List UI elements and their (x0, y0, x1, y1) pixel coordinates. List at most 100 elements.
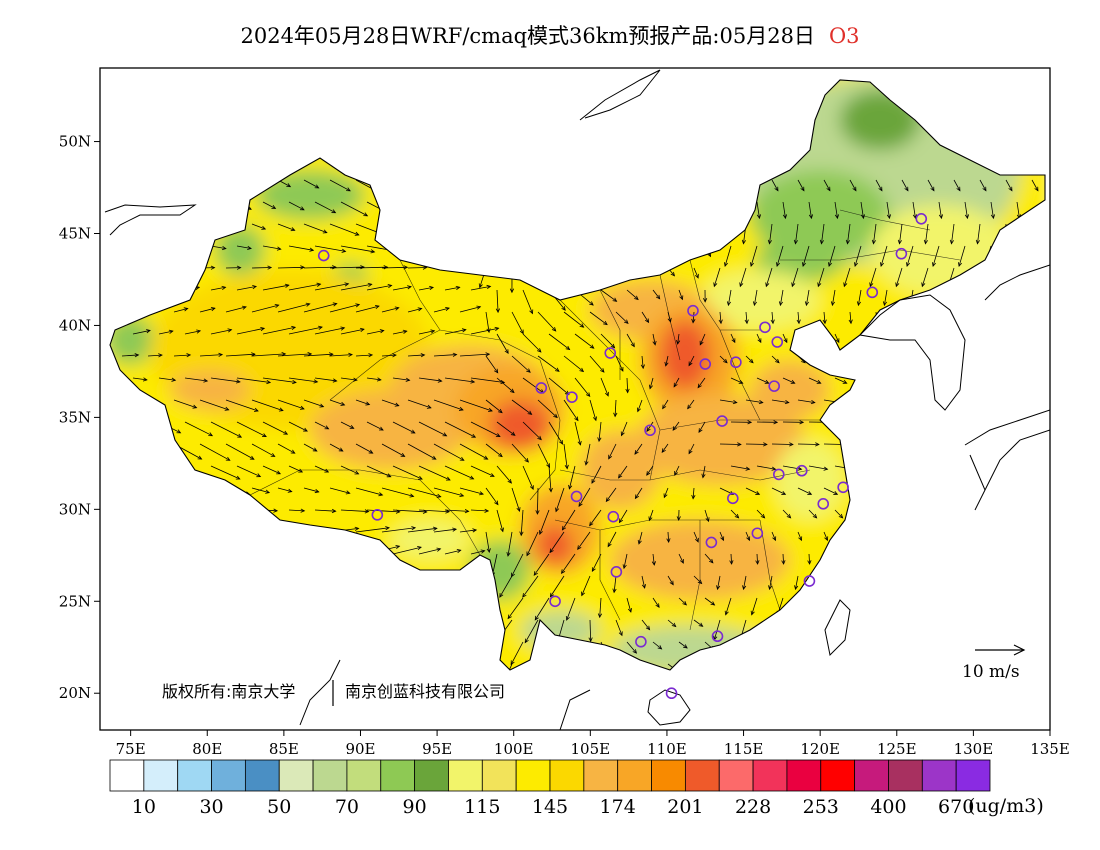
wind-vector (277, 663, 310, 670)
wind-vector (433, 223, 454, 232)
wind-vector (753, 641, 758, 664)
wind-vector (1028, 575, 1033, 591)
wind-vector (444, 285, 461, 291)
colorbar-swatch (718, 759, 754, 792)
colorbar-tick-label: 50 (267, 796, 291, 818)
wind-vector (636, 399, 643, 413)
wind-vector (459, 223, 475, 231)
wind-vector (470, 284, 492, 291)
wind-vector (511, 311, 524, 335)
lon-tick-label: 110E (647, 740, 687, 758)
wind-vector (626, 597, 632, 613)
wind-vector (288, 377, 319, 384)
lon-tick-label: 100E (494, 740, 534, 758)
wind-vector (277, 302, 311, 313)
wind-vector (808, 201, 814, 220)
coast-line (104, 204, 197, 236)
wind-vector (782, 333, 788, 344)
wind-vector (626, 641, 638, 654)
wind-vector (652, 289, 661, 300)
wind-vector (418, 201, 445, 216)
station-marker (866, 286, 879, 299)
wind-vector (433, 487, 465, 497)
ozone-blob (870, 205, 1010, 295)
wind-vector (713, 267, 721, 288)
wind-vector (626, 289, 639, 301)
coast-line (647, 689, 691, 726)
lon-tick-label: 95E (422, 740, 452, 758)
wind-vector (652, 245, 663, 254)
station-marker (711, 630, 724, 643)
wind-vector (340, 327, 365, 335)
wind-vector (236, 465, 262, 478)
wind-vector (548, 333, 571, 351)
wind-vector (532, 223, 539, 251)
wind-vector (314, 326, 346, 335)
wind-vector (483, 641, 498, 661)
wind-vector (407, 179, 438, 197)
wind-vector (329, 179, 351, 192)
wind-vector (496, 377, 515, 394)
wind-vector (871, 223, 877, 245)
wind-vector (1010, 245, 1018, 268)
wind-vector (938, 377, 952, 384)
wind-vector (901, 531, 907, 542)
wind-vector (791, 267, 799, 288)
wind-vector (620, 421, 628, 437)
coastlines (104, 69, 1050, 730)
wind-vector (857, 641, 862, 664)
wind-vector (563, 663, 569, 670)
wind-vector (433, 527, 458, 533)
wind-vector (470, 641, 497, 650)
wind-vector (886, 333, 892, 344)
wind-vector (608, 443, 617, 460)
wind-vector (640, 355, 645, 370)
wind-vector (964, 465, 985, 471)
province-borders (249, 209, 961, 631)
wind-vector (314, 421, 330, 430)
wind-vector (793, 223, 799, 245)
wind-vector (565, 597, 576, 621)
province-line (399, 259, 441, 331)
wind-vector (715, 223, 721, 245)
wind-vector (132, 465, 158, 478)
wind-vector (537, 399, 558, 419)
wind-vector (718, 311, 723, 325)
wind-vector (132, 509, 167, 514)
wind-vector (522, 465, 534, 491)
wind-vector (563, 443, 569, 470)
wind-vector (626, 201, 638, 214)
wind-vector (225, 663, 251, 670)
wind-vector (921, 267, 929, 288)
wind-vector (329, 443, 344, 452)
wind-vector (719, 442, 742, 447)
wind-vector (975, 223, 981, 245)
wind-vector (1036, 597, 1044, 616)
ozone-blob (170, 370, 250, 410)
wind-vector (470, 377, 506, 385)
wind-vector (210, 594, 226, 599)
wind-vector (600, 377, 609, 397)
wind-vector (340, 465, 360, 475)
wind-vector (1005, 487, 1021, 495)
wind-vector (898, 575, 903, 591)
wind-vector (880, 245, 888, 268)
wind-vector (210, 328, 233, 335)
wind-vector (574, 641, 579, 667)
wind-vector (885, 553, 890, 565)
wind-vector (236, 245, 252, 250)
wind-vector (303, 527, 327, 533)
wind-vector (314, 201, 337, 214)
wind-vector (340, 377, 358, 382)
wind-vector (730, 377, 744, 384)
wind-vector (589, 267, 607, 283)
lon-tick-label: 115E (724, 740, 764, 758)
lat-tick-label: 20N (59, 684, 91, 702)
wind-vector (366, 283, 393, 291)
wind-vector (381, 568, 410, 577)
colorbar-tick-label: 30 (199, 796, 223, 818)
wind-vector (277, 352, 313, 357)
wind-vector (807, 553, 812, 565)
wind-vector (329, 619, 363, 624)
wind-vector (158, 545, 189, 555)
